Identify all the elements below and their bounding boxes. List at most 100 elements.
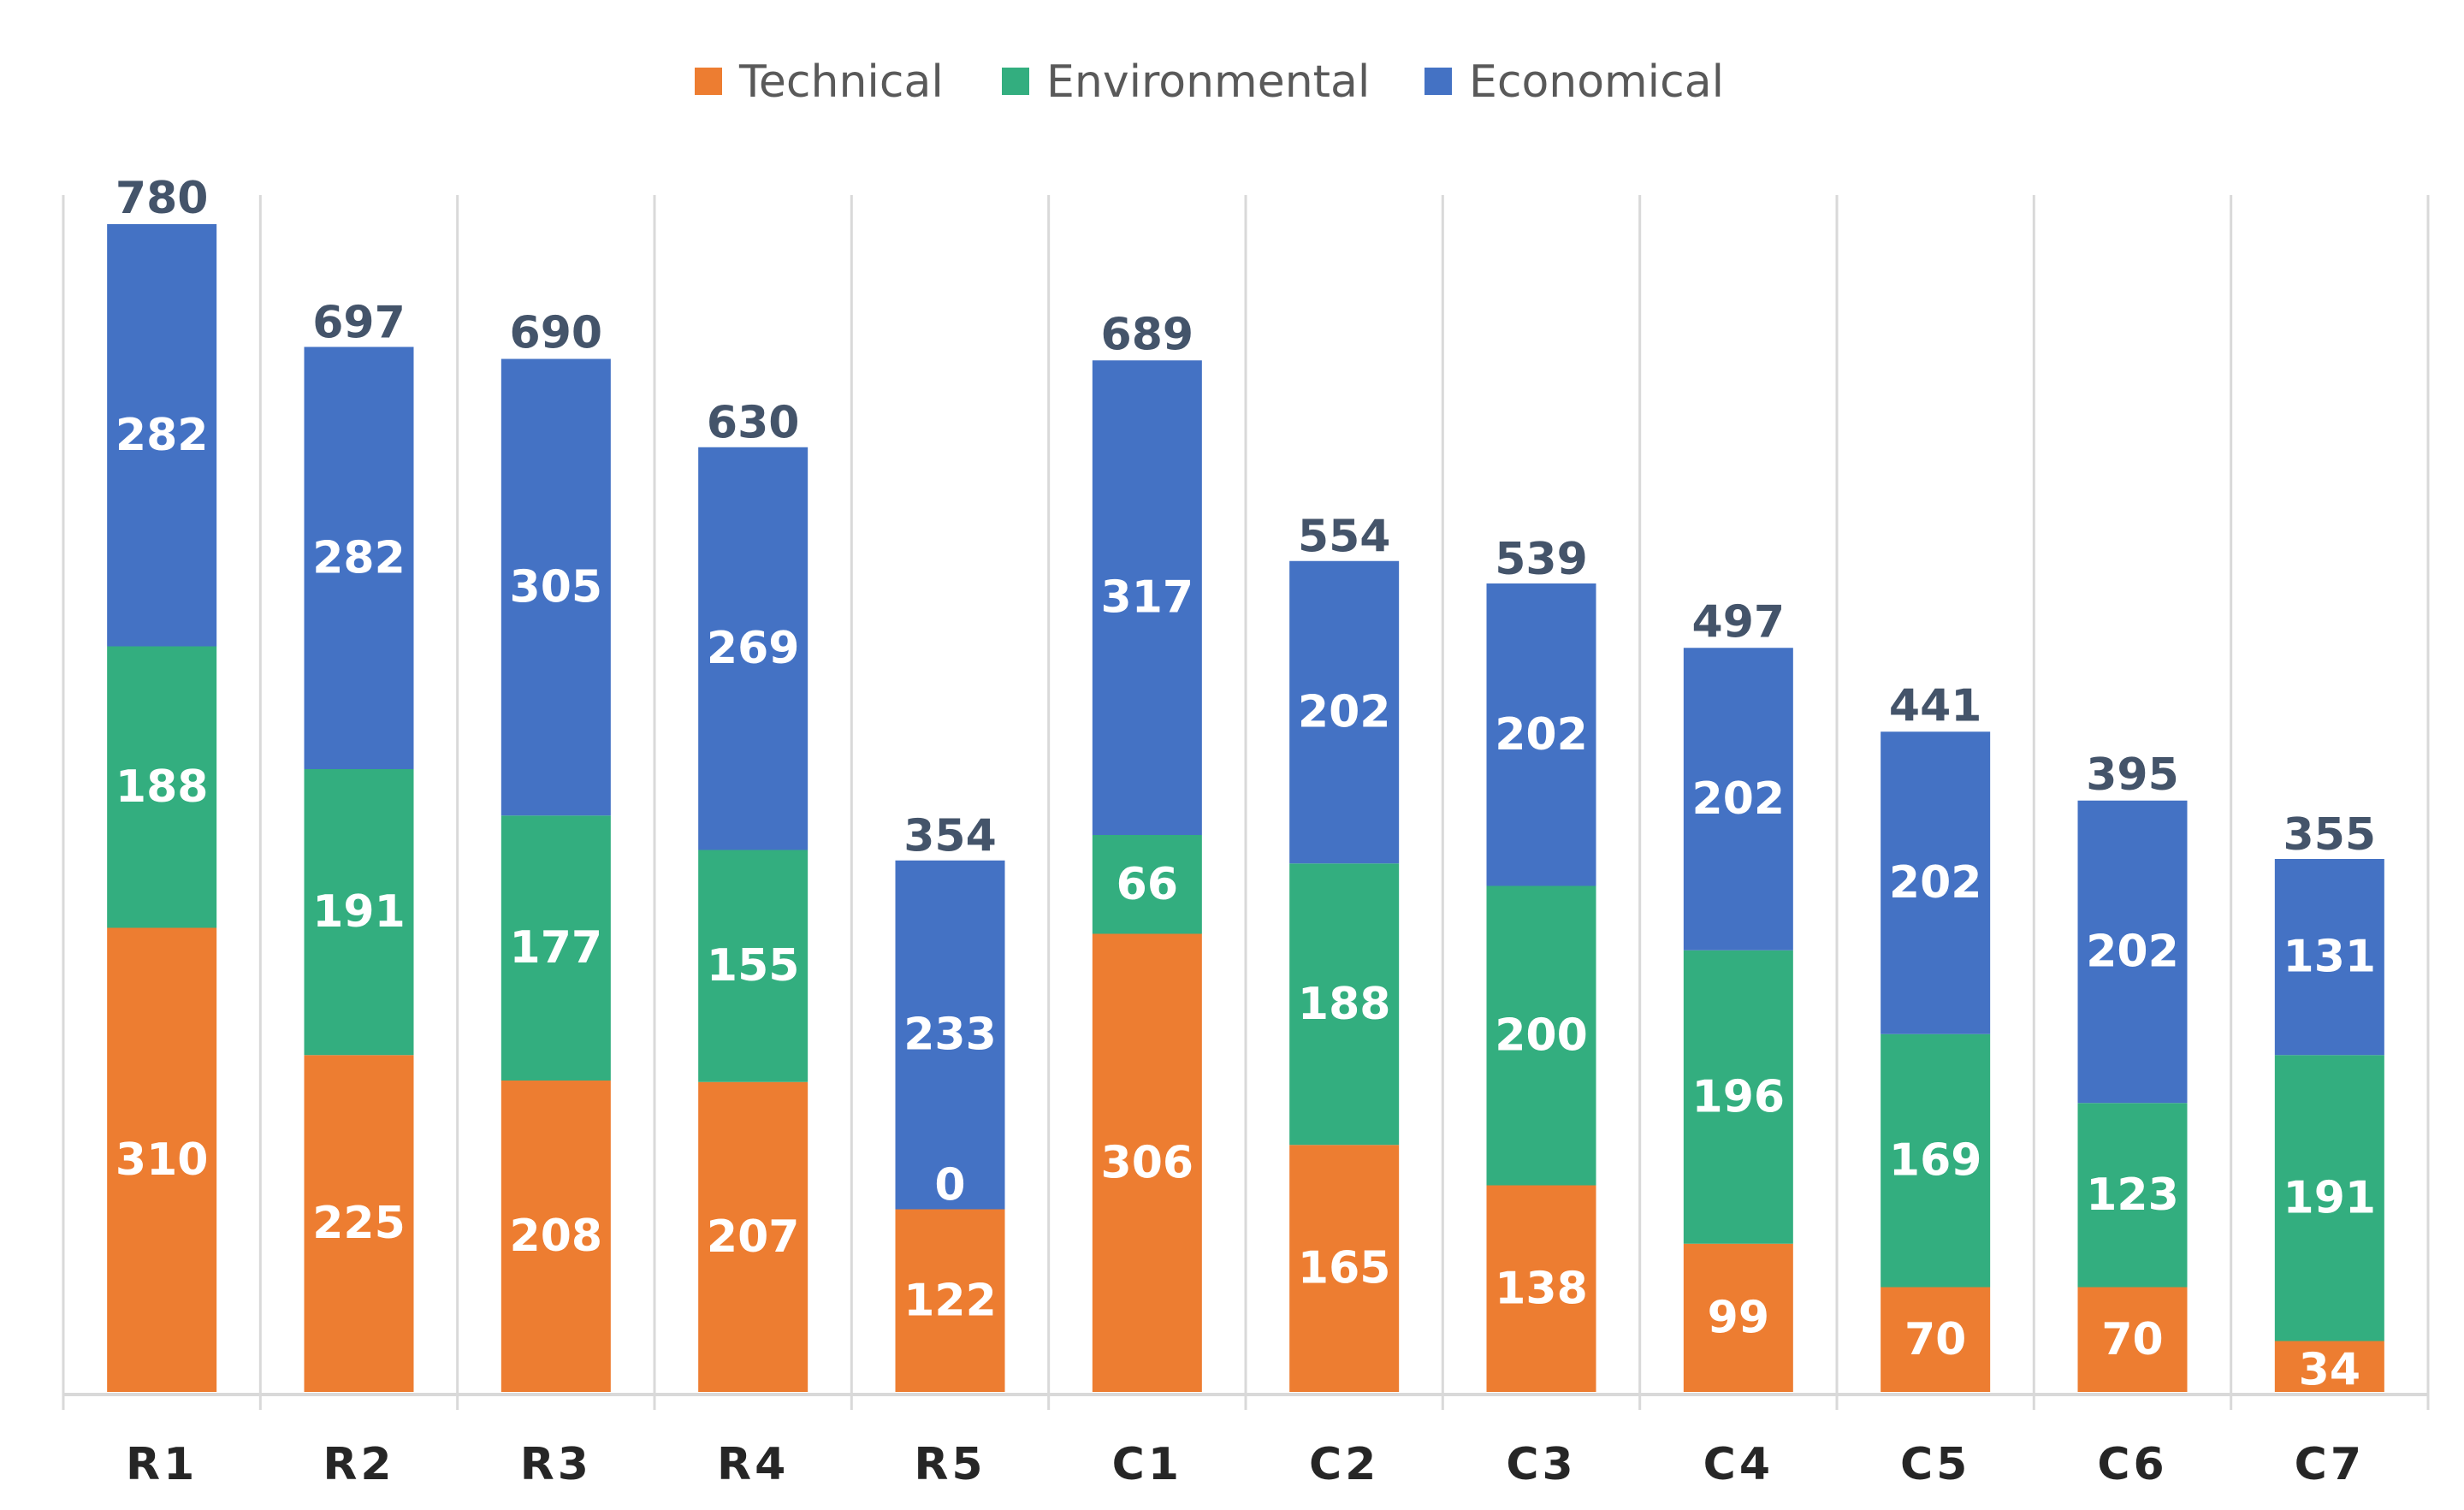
category-label-r1: R1 bbox=[126, 1439, 198, 1490]
bar-c3-economical bbox=[1486, 583, 1596, 886]
value-label-c6-environmental: 123 bbox=[2086, 1170, 2179, 1221]
value-label-c3-economical: 202 bbox=[1495, 709, 1588, 761]
category-label-c6: C6 bbox=[2097, 1439, 2167, 1490]
segment-labels: 310 188 282 225 191 282 208 177 305 207 155 269 122 0… bbox=[116, 410, 2376, 1396]
bar-c1-environmental bbox=[1092, 835, 1202, 934]
value-label-c1-economical: 317 bbox=[1101, 572, 1194, 624]
bar-c5-environmental bbox=[1881, 1033, 1991, 1288]
value-label-r2-technical: 225 bbox=[312, 1198, 406, 1249]
value-label-c4-economical: 202 bbox=[1692, 773, 1786, 825]
bar-r3-environmental bbox=[500, 815, 611, 1081]
bar-c2-technical bbox=[1289, 1145, 1400, 1392]
value-label-r2-environmental: 191 bbox=[312, 886, 406, 938]
value-label-c5-economical: 202 bbox=[1889, 857, 1982, 909]
bar-r3-economical bbox=[500, 358, 611, 816]
legend-item-environmental: Environmental bbox=[1002, 56, 1370, 108]
value-label-r5-economical: 233 bbox=[903, 1010, 997, 1061]
value-label-c5-environmental: 169 bbox=[1889, 1135, 1982, 1187]
value-label-c7-economical: 131 bbox=[2283, 932, 2377, 983]
value-label-c7-technical: 34 bbox=[2299, 1344, 2360, 1395]
value-label-r4-economical: 269 bbox=[707, 623, 800, 674]
category-labels: R1 R2 R3 R4 R5 C1 C2 C3 C4 C5 C6 C7 bbox=[126, 1439, 2365, 1490]
value-label-c1-technical: 306 bbox=[1101, 1137, 1194, 1188]
total-label-c6: 395 bbox=[2086, 749, 2179, 801]
total-label-c2: 554 bbox=[1298, 512, 1391, 563]
total-label-c4: 497 bbox=[1692, 596, 1786, 648]
total-label-c7: 355 bbox=[2283, 809, 2377, 861]
bar-r2-environmental bbox=[304, 769, 414, 1056]
value-label-r1-technical: 310 bbox=[116, 1134, 209, 1186]
value-label-c4-technical: 99 bbox=[1708, 1292, 1769, 1343]
value-label-c3-environmental: 200 bbox=[1495, 1010, 1588, 1062]
value-label-c2-technical: 165 bbox=[1298, 1243, 1391, 1294]
value-label-r3-economical: 305 bbox=[510, 561, 603, 613]
total-label-r2: 697 bbox=[312, 297, 406, 348]
bar-c4-economical bbox=[1683, 648, 1793, 950]
category-label-c5: C5 bbox=[1900, 1439, 1970, 1490]
value-label-r5-technical: 122 bbox=[903, 1275, 997, 1326]
value-label-r1-environmental: 188 bbox=[116, 761, 209, 813]
legend-label-economical: Economical bbox=[1469, 56, 1724, 108]
value-label-c6-technical: 70 bbox=[2101, 1314, 2163, 1365]
bar-c6-economical bbox=[2077, 800, 2188, 1104]
bar-r4-technical bbox=[698, 1081, 808, 1392]
value-label-r2-economical: 282 bbox=[312, 532, 406, 583]
category-label-c7: C7 bbox=[2295, 1439, 2365, 1490]
bars bbox=[107, 224, 2384, 1392]
total-label-r1: 780 bbox=[116, 173, 209, 224]
bar-c4-technical bbox=[1683, 1243, 1793, 1392]
category-label-c3: C3 bbox=[1506, 1439, 1576, 1490]
total-label-r3: 690 bbox=[510, 308, 603, 359]
legend-label-technical: Technical bbox=[738, 56, 944, 108]
value-label-r1-economical: 282 bbox=[116, 410, 209, 461]
value-label-r3-technical: 208 bbox=[510, 1211, 603, 1262]
value-label-c6-economical: 202 bbox=[2086, 927, 2179, 978]
category-label-c4: C4 bbox=[1703, 1439, 1774, 1490]
bar-c2-economical bbox=[1289, 560, 1400, 864]
value-label-c2-economical: 202 bbox=[1298, 687, 1391, 738]
legend: Technical Environmental Economical bbox=[695, 56, 1724, 108]
bar-r5-technical bbox=[895, 1209, 1005, 1392]
category-label-r2: R2 bbox=[323, 1439, 394, 1490]
value-label-c7-environmental: 191 bbox=[2283, 1172, 2377, 1223]
legend-label-environmental: Environmental bbox=[1046, 56, 1370, 108]
bar-c3-environmental bbox=[1486, 885, 1596, 1186]
bar-r4-economical bbox=[698, 447, 808, 850]
bar-r2-economical bbox=[304, 346, 414, 769]
bar-r1-environmental bbox=[107, 646, 217, 928]
category-label-c2: C2 bbox=[1309, 1439, 1379, 1490]
category-separators bbox=[62, 195, 2430, 1410]
bar-r2-technical bbox=[304, 1055, 414, 1392]
total-label-c3: 539 bbox=[1495, 534, 1588, 585]
bar-r4-environmental bbox=[698, 850, 808, 1082]
category-label-r3: R3 bbox=[520, 1439, 592, 1490]
bar-c7-technical bbox=[2274, 1341, 2384, 1392]
category-label-r4: R4 bbox=[717, 1439, 789, 1490]
category-label-r5: R5 bbox=[914, 1439, 986, 1490]
bar-c4-environmental bbox=[1683, 950, 1793, 1244]
bar-c7-environmental bbox=[2274, 1055, 2384, 1341]
total-label-c1: 689 bbox=[1101, 309, 1194, 360]
value-label-r5-environmental: 0 bbox=[934, 1160, 965, 1211]
value-label-c1-environmental: 66 bbox=[1116, 859, 1178, 910]
bar-r3-technical bbox=[500, 1081, 611, 1392]
bar-c6-technical bbox=[2077, 1287, 2188, 1392]
value-label-r4-environmental: 155 bbox=[707, 940, 800, 992]
bar-c5-economical bbox=[1881, 731, 1991, 1034]
value-label-c2-environmental: 188 bbox=[1298, 979, 1391, 1030]
value-label-r3-environmental: 177 bbox=[510, 922, 603, 974]
category-label-c1: C1 bbox=[1112, 1439, 1182, 1490]
bar-r1-technical bbox=[107, 927, 217, 1392]
bar-r5-economical bbox=[895, 860, 1005, 1210]
bar-c1-technical bbox=[1092, 933, 1202, 1392]
value-label-c5-technical: 70 bbox=[1904, 1314, 1966, 1365]
total-label-r4: 630 bbox=[707, 398, 800, 449]
legend-item-economical: Economical bbox=[1424, 56, 1724, 108]
value-label-c3-technical: 138 bbox=[1495, 1263, 1588, 1314]
legend-item-technical: Technical bbox=[695, 56, 944, 108]
value-label-r4-technical: 207 bbox=[707, 1211, 800, 1263]
legend-swatch-economical bbox=[1424, 68, 1452, 95]
total-label-c5: 441 bbox=[1889, 680, 1982, 731]
legend-swatch-environmental bbox=[1002, 68, 1029, 95]
